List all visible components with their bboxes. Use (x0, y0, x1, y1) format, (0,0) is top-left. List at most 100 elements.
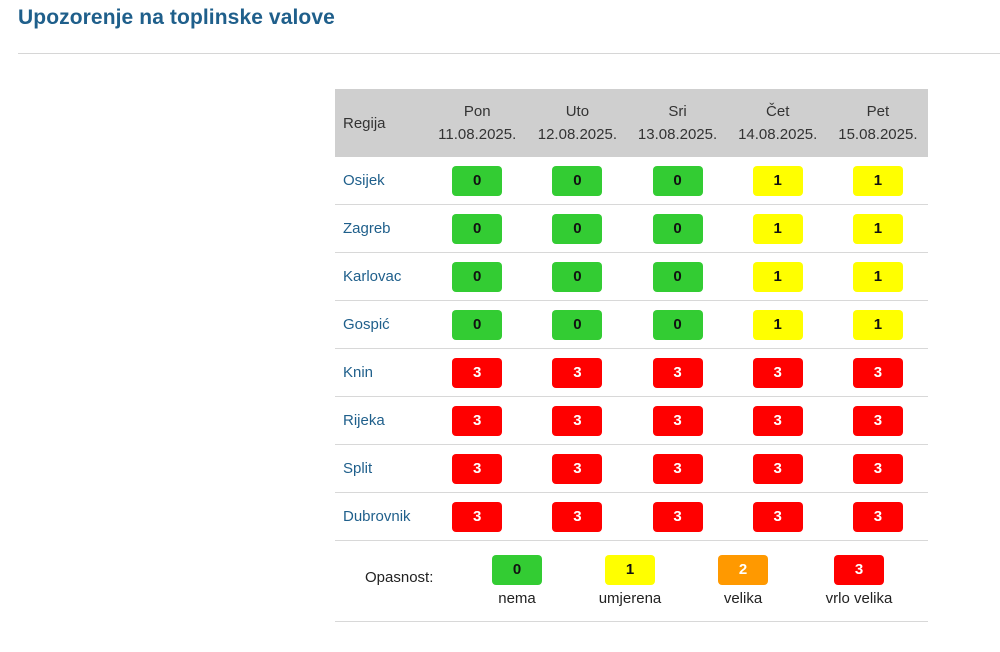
warning-cell: 0 (427, 300, 528, 349)
warning-cell: 0 (527, 157, 628, 205)
day-name: Pet (866, 103, 890, 120)
legend-item-none: 0 nema (462, 555, 572, 607)
day-date: 11.08.2025. (438, 126, 517, 143)
day-date: 12.08.2025. (537, 126, 617, 143)
level-badge: 3 (452, 405, 503, 436)
level-badge: 3 (652, 357, 703, 388)
level-badge: 3 (452, 453, 503, 484)
level-badge: 1 (852, 261, 903, 292)
warning-cell: 3 (727, 492, 828, 541)
region-link[interactable]: Split (335, 444, 428, 493)
level-badge: 1 (752, 165, 803, 196)
day-date: 14.08.2025. (738, 126, 818, 143)
heatwave-warning-table: Regija Pon 11.08.2025. Uto 12.08.2025. Sri… (335, 89, 928, 622)
header-day-fri: Pet 15.08.2025. (827, 89, 928, 157)
warning-cell: 3 (427, 444, 528, 493)
day-date: 13.08.2025. (637, 126, 718, 143)
level-badge: 0 (552, 309, 603, 340)
day-name: Pon (463, 103, 491, 120)
warning-cell: 3 (627, 396, 728, 445)
level-badge: 0 (492, 555, 542, 585)
warning-cell: 0 (527, 300, 628, 349)
level-badge: 0 (652, 309, 703, 340)
level-badge: 3 (452, 357, 503, 388)
warning-cell: 3 (627, 348, 728, 397)
level-badge: 0 (452, 213, 503, 244)
level-badge: 3 (552, 357, 603, 388)
level-badge: 0 (552, 165, 603, 196)
level-badge: 0 (552, 261, 603, 292)
level-badge: 1 (852, 165, 903, 196)
level-badge: 1 (852, 309, 903, 340)
level-badge: 0 (652, 261, 703, 292)
level-badge: 3 (852, 501, 903, 532)
level-badge: 3 (752, 501, 803, 532)
level-badge: 3 (852, 405, 903, 436)
level-badge: 3 (552, 501, 603, 532)
level-badge: 3 (852, 453, 903, 484)
legend-label: Opasnost: (365, 569, 434, 586)
region-link[interactable]: Zagreb (335, 204, 428, 253)
warning-cell: 3 (727, 444, 828, 493)
level-badge: 3 (552, 453, 603, 484)
table-row: Osijek 0 0 0 1 1 (335, 157, 928, 205)
level-badge: 1 (752, 309, 803, 340)
region-link[interactable]: Gospić (335, 300, 428, 349)
warning-cell: 0 (427, 157, 528, 205)
warning-cell: 1 (727, 204, 828, 253)
day-date: 15.08.2025. (838, 126, 918, 143)
table-header-row: Regija Pon 11.08.2025. Uto 12.08.2025. Sri… (335, 89, 928, 157)
warning-cell: 3 (627, 492, 728, 541)
table-row: Karlovac 0 0 0 1 1 (335, 252, 928, 301)
level-badge: 3 (652, 405, 703, 436)
level-badge: 3 (552, 405, 603, 436)
title-divider (18, 53, 1000, 54)
legend-item-very-high: 3 vrlo velika (804, 555, 914, 607)
level-badge: 3 (834, 555, 884, 585)
header-region: Regija (335, 89, 428, 157)
warning-cell: 3 (427, 396, 528, 445)
danger-legend: Opasnost: 0 nema 1 umjerena 2 velika 3 (335, 541, 928, 621)
legend-text: umjerena (598, 590, 662, 607)
warning-cell: 1 (827, 252, 928, 301)
region-link[interactable]: Dubrovnik (335, 492, 428, 541)
page-title: Upozorenje na toplinske valove (18, 6, 335, 29)
warning-cell: 1 (827, 204, 928, 253)
level-badge: 3 (752, 357, 803, 388)
level-badge: 3 (852, 357, 903, 388)
level-badge: 3 (752, 453, 803, 484)
header-day-thu: Čet 14.08.2025. (727, 89, 828, 157)
legend-item-high: 2 velika (688, 555, 798, 607)
level-badge: 3 (752, 405, 803, 436)
warning-cell: 3 (627, 444, 728, 493)
warning-cell: 0 (427, 204, 528, 253)
warning-cell: 3 (827, 492, 928, 541)
warning-cell: 3 (527, 444, 628, 493)
level-badge: 0 (452, 165, 503, 196)
level-badge: 0 (452, 261, 503, 292)
day-name: Sri (668, 103, 687, 120)
warning-cell: 0 (627, 204, 728, 253)
warning-cell: 3 (427, 348, 528, 397)
legend-text: nema (498, 590, 536, 607)
level-badge: 0 (652, 213, 703, 244)
region-link[interactable]: Rijeka (335, 396, 428, 445)
warning-cell: 1 (727, 157, 828, 205)
table-row: Dubrovnik 3 3 3 3 3 (335, 492, 928, 541)
region-link[interactable]: Knin (335, 348, 428, 397)
warning-cell: 3 (427, 492, 528, 541)
level-badge: 1 (752, 261, 803, 292)
warning-cell: 3 (827, 396, 928, 445)
header-day-tue: Uto 12.08.2025. (527, 89, 628, 157)
legend-text: vrlo velika (825, 590, 893, 607)
region-link[interactable]: Karlovac (335, 252, 428, 301)
region-link[interactable]: Osijek (335, 157, 428, 205)
level-badge: 0 (452, 309, 503, 340)
warning-cell: 3 (527, 348, 628, 397)
level-badge: 0 (552, 213, 603, 244)
level-badge: 3 (652, 501, 703, 532)
header-day-wed: Sri 13.08.2025. (627, 89, 728, 157)
level-badge: 0 (652, 165, 703, 196)
warning-cell: 0 (627, 157, 728, 205)
warning-cell: 3 (827, 348, 928, 397)
